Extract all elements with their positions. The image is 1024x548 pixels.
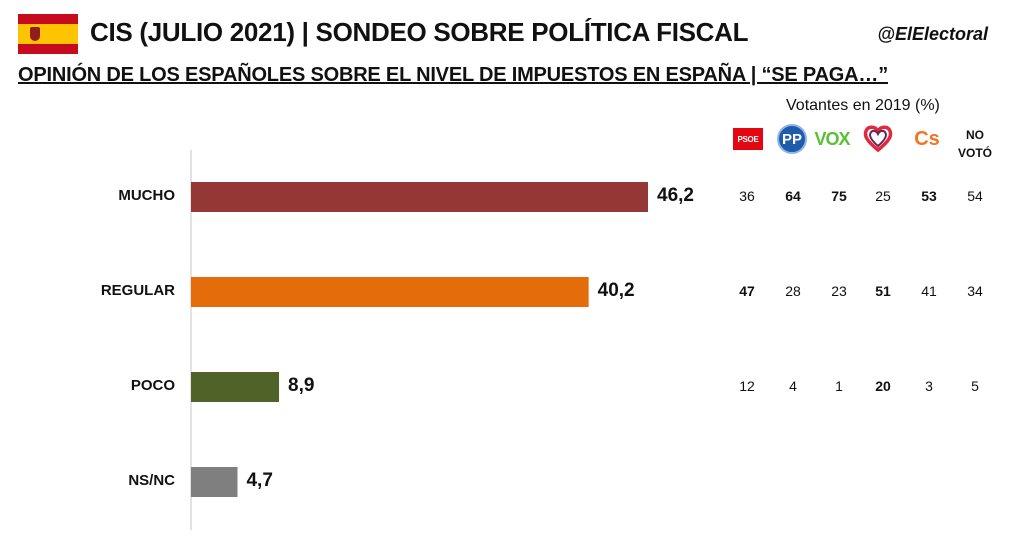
table-cell: 12 — [739, 378, 755, 394]
category-label: MUCHO — [118, 187, 175, 204]
pp-logo-icon: PP — [777, 124, 807, 154]
author-handle: @ElElectoral — [877, 24, 988, 44]
bar-poco — [191, 372, 280, 402]
category-label: POCO — [130, 377, 175, 394]
category-label: REGULAR — [100, 282, 175, 299]
bar-chart — [190, 150, 648, 530]
page-title: CIS (JULIO 2021) | SONDEO SOBRE POLÍTICA… — [90, 17, 749, 47]
flag-stripe-top — [18, 14, 78, 24]
table-cell: 64 — [785, 188, 801, 204]
heart-logo-icon — [863, 124, 893, 154]
table-cell: 28 — [785, 283, 801, 299]
table-cell: 3 — [925, 378, 933, 394]
table-cell: 34 — [967, 283, 983, 299]
psoe-logo-icon: PSOE — [733, 128, 763, 150]
no-voto-line1: NO — [966, 128, 984, 142]
table-cell: 41 — [921, 283, 937, 299]
bar-regular — [191, 277, 589, 307]
vox-logo-icon: VOX — [814, 128, 850, 149]
table-cell: 54 — [967, 188, 983, 204]
table-cell: 23 — [831, 283, 847, 299]
table-cell: 5 — [971, 378, 979, 394]
no-voto-header: NO VOTÓ — [955, 126, 995, 162]
table-cell: 1 — [835, 378, 843, 394]
table-cell: 47 — [739, 283, 755, 299]
spain-flag-icon — [18, 14, 78, 54]
voters-table-title: Votantes en 2019 (%) — [786, 97, 940, 114]
bar-nsnc — [191, 467, 238, 497]
value-label: 40,2 — [597, 280, 635, 301]
table-cell: 20 — [875, 378, 891, 394]
bar-mucho — [191, 182, 648, 212]
table-cell: 51 — [875, 283, 891, 299]
table-cell: 4 — [789, 378, 797, 394]
table-cell: 25 — [875, 188, 891, 204]
no-voto-line2: VOTÓ — [957, 146, 992, 160]
heart-shape — [863, 125, 893, 153]
category-label: NS/NC — [128, 472, 175, 489]
chart-subtitle: OPINIÓN DE LOS ESPAÑOLES SOBRE EL NIVEL … — [18, 64, 889, 86]
flag-stripe-middle — [18, 24, 78, 44]
value-label: 46,2 — [657, 185, 694, 206]
table-cell: 75 — [831, 188, 847, 204]
value-label: 8,9 — [288, 375, 315, 396]
flag-stripe-bottom — [18, 44, 78, 54]
table-cell: 53 — [921, 188, 937, 204]
bars-group — [191, 182, 648, 497]
value-label: 4,7 — [246, 470, 273, 491]
cs-logo-icon: Cs — [914, 127, 940, 150]
flag-shield-icon — [30, 27, 40, 41]
table-cell: 36 — [739, 188, 755, 204]
